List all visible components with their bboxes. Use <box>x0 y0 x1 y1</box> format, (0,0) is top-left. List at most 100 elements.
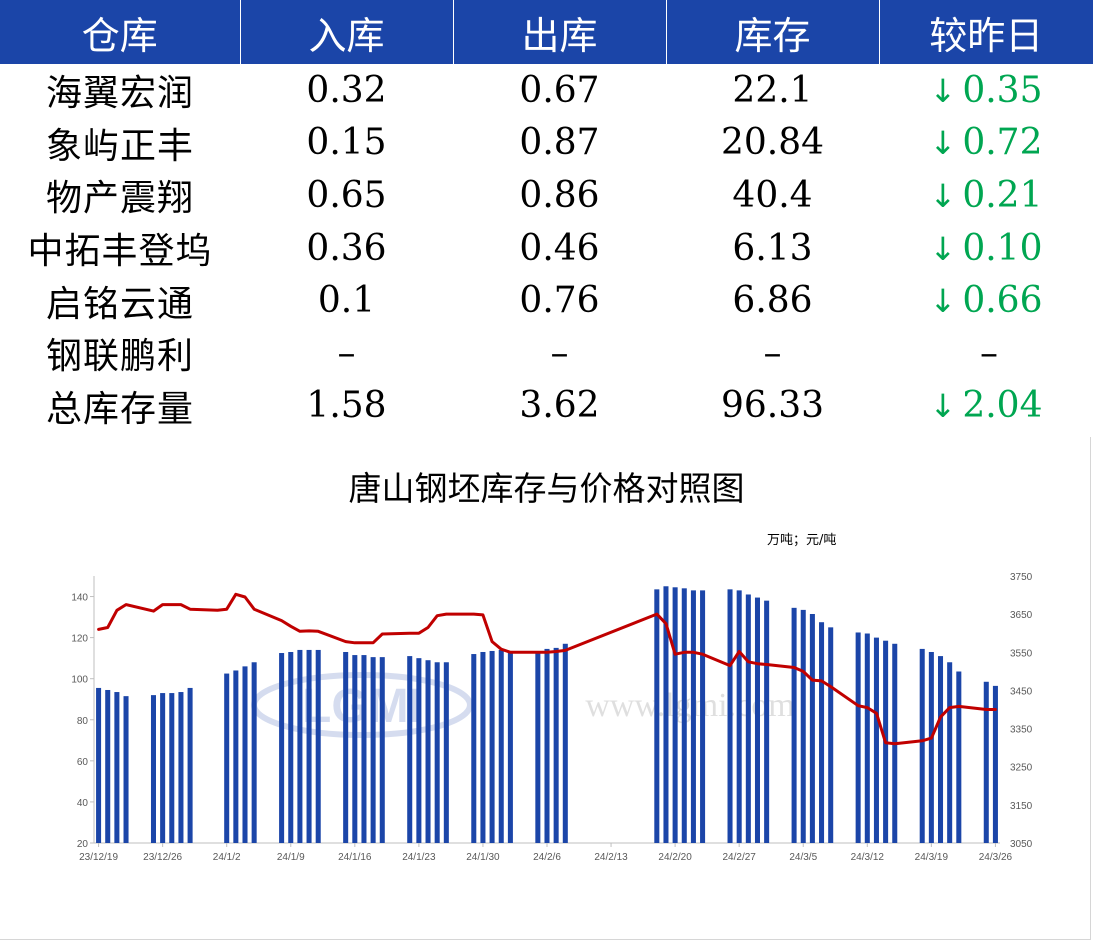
x-tick-label: 24/3/5 <box>789 852 817 863</box>
chart-panel <box>0 437 1091 940</box>
warehouse-name-cell: 启铭云通 <box>45 283 194 325</box>
outbound-cell: – <box>550 332 569 374</box>
change-value: 0.72 <box>962 122 1043 164</box>
inventory-bar <box>809 613 815 843</box>
inventory-bar <box>169 693 175 843</box>
inventory-bar <box>105 689 111 843</box>
x-tick-label: 24/2/27 <box>722 852 756 863</box>
outbound-cell: 0.67 <box>519 69 600 111</box>
outbound-cell: 0.46 <box>519 227 600 269</box>
inventory-bar <box>96 687 102 843</box>
inventory-bar <box>956 671 962 843</box>
header-stock: 库存 <box>666 0 880 64</box>
right-tick-label: 3650 <box>1010 610 1033 621</box>
inventory-bar <box>928 651 934 843</box>
inventory-bar <box>681 588 687 843</box>
inventory-bar <box>379 657 385 843</box>
x-tick-label: 24/3/19 <box>915 852 949 863</box>
inventory-bar <box>297 649 303 843</box>
inventory-bar <box>288 651 294 843</box>
inventory-bar <box>754 597 761 843</box>
change-value: 0.21 <box>962 174 1043 216</box>
inventory-bar <box>507 650 513 843</box>
x-tick-label: 23/12/19 <box>79 852 118 863</box>
inbound-cell: 1.58 <box>306 385 387 427</box>
warehouse-name-cell: 海翼宏润 <box>45 73 194 115</box>
stock-cell: 6.13 <box>732 227 813 269</box>
inventory-bar <box>535 653 541 843</box>
x-tick-label: 23/12/26 <box>143 852 182 863</box>
inventory-table: 仓库 入库 出库 库存 较昨日 海翼宏润 0.32 0.67 22.1 ↓ 0.35 象屿正… <box>0 0 1093 432</box>
header-change: 较昨日 <box>879 0 1093 64</box>
stock-cell: 40.4 <box>732 174 813 216</box>
stock-cell: 6.86 <box>732 280 813 322</box>
left-tick-label: 20 <box>77 839 89 850</box>
down-arrow-icon: ↓ <box>929 71 957 110</box>
header-outbound: 出库 <box>453 0 667 64</box>
inbound-cell: – <box>337 332 356 374</box>
inventory-bar <box>562 643 568 843</box>
inventory-bar <box>672 587 678 843</box>
inventory-bar <box>992 685 998 843</box>
right-tick-label: 3150 <box>1010 801 1033 812</box>
inventory-bar <box>233 670 239 843</box>
outbound-cell: 0.87 <box>519 122 600 164</box>
inventory-bar <box>224 673 230 843</box>
warehouse-name-cell: 中拓丰登坞 <box>27 231 213 273</box>
inventory-bar <box>764 600 770 843</box>
inventory-bar <box>251 662 257 843</box>
inventory-bar <box>480 651 486 843</box>
left-tick-label: 120 <box>71 634 88 645</box>
inventory-bar <box>663 586 669 843</box>
inventory-bar <box>187 687 193 843</box>
inventory-bar <box>352 655 358 843</box>
stock-cell: – <box>763 332 782 374</box>
outbound-cell: 0.76 <box>519 280 600 322</box>
inventory-bar <box>178 692 184 843</box>
inventory-bar <box>983 681 989 843</box>
change-value: 0.35 <box>962 69 1043 111</box>
inventory-bar <box>114 692 120 843</box>
down-arrow-icon: ↓ <box>929 176 957 215</box>
inventory-bar <box>654 589 660 843</box>
watermark-url: www.lgmi.com <box>585 687 794 724</box>
x-tick-label: 24/1/2 <box>213 852 241 863</box>
inventory-bar <box>873 637 879 843</box>
inventory-bar <box>489 650 495 843</box>
x-tick-label: 24/2/6 <box>533 852 561 863</box>
inventory-bar <box>937 656 944 843</box>
price-line <box>97 592 997 746</box>
right-tick-label: 3550 <box>1010 648 1033 659</box>
header-warehouse: 仓库 <box>0 0 241 64</box>
inventory-bar <box>947 662 953 843</box>
right-tick-label: 3350 <box>1010 725 1033 736</box>
inventory-bar <box>471 654 477 843</box>
table-row: 启铭云通 0.1 0.76 6.86 ↓ 0.66 <box>0 274 1093 327</box>
inventory-bar <box>123 696 129 843</box>
stock-cell: 20.84 <box>720 122 825 164</box>
table-row: 钢联鹏利 – – – – <box>0 327 1093 380</box>
inbound-cell: 0.36 <box>306 227 387 269</box>
inventory-bar <box>736 590 742 843</box>
unit-label: 万吨；元/吨 <box>767 533 837 548</box>
change-cell: ↓ 2.04 <box>879 380 1093 433</box>
table-row: 物产震翔 0.65 0.86 40.4 ↓ 0.21 <box>0 169 1093 222</box>
right-tick-label: 3750 <box>1010 572 1033 583</box>
change-value: 0.10 <box>962 227 1043 269</box>
inventory-bar <box>370 657 376 843</box>
inventory-bar <box>315 649 321 843</box>
table-header-row: 仓库 入库 出库 库存 较昨日 <box>0 0 1093 64</box>
change-value: 0.66 <box>962 280 1043 322</box>
warehouse-name-cell: 象屿正丰 <box>45 125 194 167</box>
inbound-cell: 0.32 <box>306 69 387 111</box>
inventory-bar <box>700 590 706 843</box>
warehouse-name-cell: 物产震翔 <box>45 178 194 220</box>
inventory-bar <box>800 609 806 843</box>
change-cell: – <box>879 327 1093 380</box>
inbound-cell: 0.1 <box>317 280 376 322</box>
x-tick-label: 24/1/16 <box>338 852 372 863</box>
table-row: 象屿正丰 0.15 0.87 20.84 ↓ 0.72 <box>0 117 1093 170</box>
x-tick-label: 24/1/30 <box>466 852 500 863</box>
table-row: 中拓丰登坞 0.36 0.46 6.13 ↓ 0.10 <box>0 222 1093 275</box>
down-arrow-icon: ↓ <box>929 229 957 268</box>
